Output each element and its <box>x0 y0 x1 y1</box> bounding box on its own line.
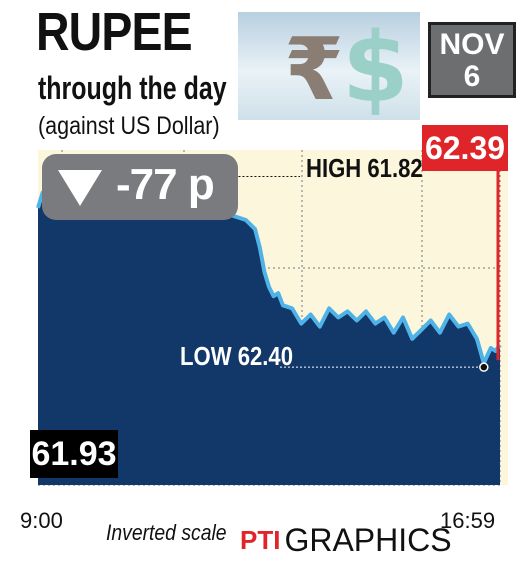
low-point <box>479 362 489 372</box>
chart-note: (against US Dollar) <box>38 112 220 140</box>
area-fill <box>38 186 500 485</box>
date-badge: NOV 6 <box>428 22 516 98</box>
currency-banner: ₹ $ <box>238 12 420 120</box>
credit-text: GRAPHICS <box>284 522 452 558</box>
down-triangle-icon <box>58 170 102 206</box>
date-month: NOV <box>439 28 505 61</box>
x-tick-start: 9:00 <box>20 508 63 533</box>
scale-note: Inverted scale <box>106 520 227 545</box>
x-tick-end: 16:59 <box>440 508 496 533</box>
close-value-label: 62.39 <box>422 125 508 171</box>
high-annotation: HIGH 61.82 <box>306 152 423 183</box>
credit-logo: PTI <box>240 525 281 555</box>
rupee-symbol-icon: ₹ <box>284 20 344 120</box>
chart-subtitle: through the day <box>38 70 227 106</box>
low-annotation: LOW 62.40 <box>180 341 293 372</box>
credit: PTI GRAPHICS <box>240 522 452 559</box>
open-value-label: 61.93 <box>30 430 118 478</box>
dollar-symbol-icon: $ <box>342 12 409 120</box>
chart-title: RUPEE <box>36 2 193 62</box>
change-value: -77 p <box>116 160 215 209</box>
change-badge: -77 p <box>42 154 238 220</box>
date-day: 6 <box>463 60 481 93</box>
